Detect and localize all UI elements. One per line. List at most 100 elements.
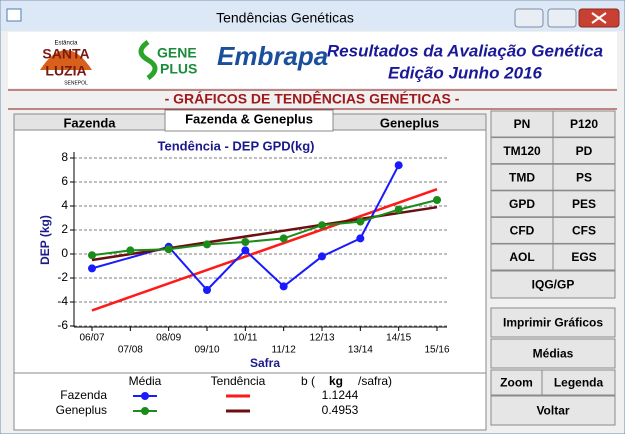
tab-shape — [332, 113, 487, 131]
legend-header: Tendência — [211, 374, 266, 388]
button-label: PS — [576, 170, 592, 184]
point — [433, 196, 441, 204]
button[interactable]: GPD — [490, 190, 554, 218]
point — [318, 221, 326, 230]
tab[interactable]: Fazenda & Geneplus — [164, 109, 334, 132]
app-icon — [6, 8, 22, 22]
button-label: GPD — [509, 197, 535, 211]
legend-label: Fazenda — [60, 388, 107, 402]
point — [203, 240, 211, 249]
button-face — [490, 338, 616, 369]
chart-title: Tendência - DEP GPD(kg) — [158, 138, 315, 153]
trend-line — [91, 188, 438, 312]
x-tick-label: 12/13 — [309, 333, 334, 344]
button-face — [552, 110, 616, 138]
button-label: PES — [572, 197, 596, 211]
button[interactable]: CFD — [490, 216, 554, 244]
point — [394, 161, 403, 170]
button-label: Médias — [533, 347, 574, 361]
point — [164, 245, 173, 254]
x-tick-label: 14/15 — [386, 333, 411, 344]
button[interactable]: P120 — [552, 110, 616, 138]
x-tick-label: 08/09 — [156, 333, 181, 344]
button[interactable]: PD — [552, 137, 616, 165]
button-label: CFD — [510, 224, 535, 238]
x-axis-label: Safra — [250, 356, 280, 370]
button[interactable]: PN — [490, 110, 554, 138]
point — [394, 205, 403, 214]
legend-mean-marker — [141, 407, 149, 415]
button[interactable]: Imprimir Gráficos — [490, 307, 616, 338]
point — [203, 286, 211, 294]
minimize-button[interactable] — [514, 8, 544, 28]
y-tick-label: -2 — [57, 270, 68, 284]
button[interactable]: TM120 — [490, 137, 554, 165]
tab-label: Fazenda — [63, 115, 116, 130]
button-label: AOL — [509, 250, 534, 264]
mean-line — [91, 164, 400, 292]
button-face — [490, 395, 616, 426]
button-face — [490, 369, 543, 396]
button-face — [490, 270, 616, 299]
button-label: PD — [576, 144, 593, 158]
y-tick-label: 2 — [61, 222, 68, 236]
button-face — [490, 163, 554, 191]
y-tick-label: 8 — [61, 150, 68, 164]
button[interactable]: AOL — [490, 243, 554, 271]
button[interactable]: PS — [552, 163, 616, 191]
point — [126, 246, 135, 255]
button-label: Imprimir Gráficos — [503, 316, 603, 330]
button-label: P120 — [570, 117, 598, 131]
window-title: Tendências Genéticas — [216, 10, 354, 26]
point — [356, 234, 365, 243]
button-face — [552, 163, 616, 191]
button-label: TMD — [509, 170, 535, 184]
maximize-button[interactable] — [547, 8, 577, 28]
x-tick-label: 10/11 — [233, 333, 258, 344]
legend-header: Média — [129, 374, 162, 388]
point — [279, 282, 288, 291]
button[interactable]: Legenda — [541, 369, 616, 396]
x-tick-label: 07/08 — [118, 345, 143, 356]
logo-text: PLUS — [160, 61, 197, 77]
logo-text: SANTA — [42, 46, 89, 62]
tab[interactable]: Geneplus — [332, 113, 487, 131]
header — [8, 32, 617, 88]
point — [356, 217, 365, 226]
button-face — [490, 190, 554, 218]
button[interactable]: PES — [552, 190, 616, 218]
geneplus-icon — [138, 39, 158, 81]
tab[interactable]: Fazenda — [13, 113, 166, 131]
button[interactable]: CFS — [552, 216, 616, 244]
point — [318, 252, 326, 261]
slope-value: 1.1244 — [322, 388, 359, 402]
logo-text: GENE — [157, 45, 197, 61]
button[interactable]: Voltar — [490, 395, 616, 426]
y-tick-label: 4 — [61, 198, 68, 212]
logo-text: SENEPOL — [64, 80, 88, 86]
button-face — [552, 243, 616, 271]
point — [241, 246, 250, 255]
logo-text: LUZIA — [45, 63, 86, 79]
tab-label: Fazenda & Geneplus — [185, 111, 313, 126]
button[interactable]: EGS — [552, 243, 616, 271]
button[interactable]: IQG/GP — [490, 270, 616, 299]
point — [279, 234, 288, 243]
button-face — [490, 216, 554, 244]
button[interactable]: Médias — [490, 338, 616, 369]
button-label: PN — [514, 117, 531, 131]
button-face — [552, 216, 616, 244]
button-label: Voltar — [536, 404, 569, 418]
x-tick-label: 13/14 — [348, 345, 373, 356]
y-axis-label: DEP (kg) — [38, 215, 52, 265]
button-face — [490, 110, 554, 138]
button[interactable]: TMD — [490, 163, 554, 191]
button-label: IQG/GP — [532, 278, 575, 292]
button-face — [552, 137, 616, 165]
y-tick-label: -6 — [57, 318, 68, 332]
x-tick-label: 06/07 — [79, 333, 104, 344]
button[interactable]: Zoom — [490, 369, 543, 396]
point — [88, 264, 96, 273]
x-tick-label: 15/16 — [424, 345, 449, 356]
